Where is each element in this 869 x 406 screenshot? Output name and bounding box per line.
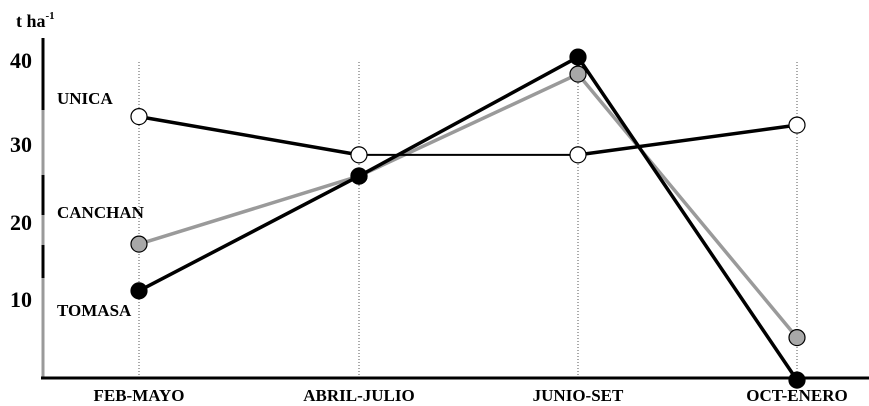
series-markers: [130, 48, 806, 389]
series-line-canchan: [138, 72, 799, 339]
y-tick-label: 20: [10, 210, 32, 235]
y-axis-label: t ha-1: [16, 10, 55, 31]
point-tomasa: [130, 282, 148, 300]
x-tick-labels: FEB-MAYO ABRIL-JULIO JUNIO-SET OCT-ENERO: [94, 386, 848, 405]
y-tick-label: 30: [10, 132, 32, 157]
series-labels: UNICA CANCHAN TOMASA: [57, 89, 145, 320]
y-tick-labels: 10 20 30 40: [10, 48, 32, 312]
point-tomasa: [350, 167, 368, 185]
series-lines: [137, 55, 799, 382]
point-unica: [130, 107, 148, 126]
x-tick-label: OCT-ENERO: [746, 386, 847, 405]
series-label-unica: UNICA: [57, 89, 113, 108]
point-canchan: [569, 65, 587, 83]
y-tick-label: 10: [10, 287, 32, 312]
x-tick-label: JUNIO-SET: [533, 386, 624, 405]
series-label-canchan: CANCHAN: [57, 203, 145, 222]
x-tick-label: FEB-MAYO: [94, 386, 185, 405]
point-tomasa: [569, 48, 587, 66]
series-label-tomasa: TOMASA: [57, 301, 132, 320]
point-unica: [569, 146, 587, 164]
x-tick-label: ABRIL-JULIO: [303, 386, 414, 405]
vertical-gridlines: [138, 62, 798, 376]
point-unica: [350, 146, 368, 164]
point-tomasa: [788, 371, 806, 389]
series-line-segment-unica: [576, 123, 799, 157]
y-tick-label: 40: [10, 48, 32, 73]
point-canchan: [788, 329, 806, 347]
series-line-segment-unica: [137, 114, 361, 157]
point-canchan: [130, 235, 148, 253]
series-line-tomasa: [138, 55, 799, 382]
point-unica: [788, 116, 806, 134]
